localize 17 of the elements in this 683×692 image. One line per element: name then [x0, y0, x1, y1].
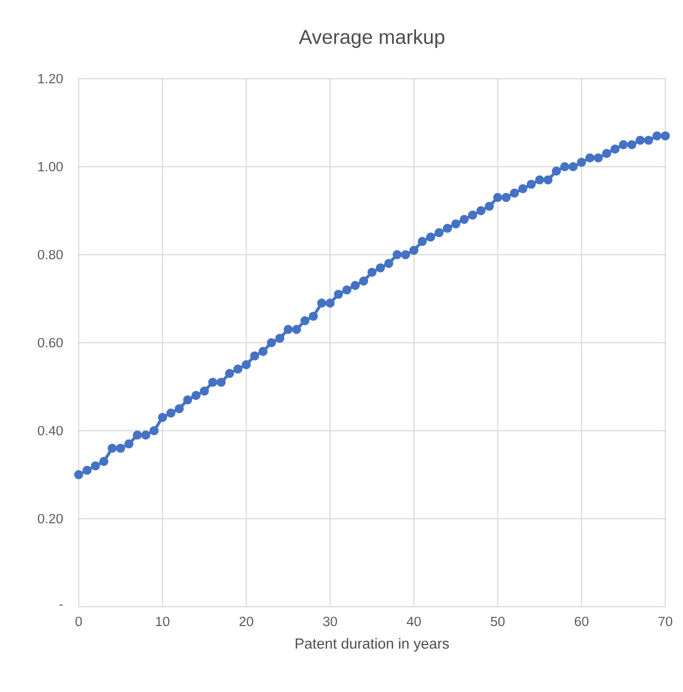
- x-tick-label: 70: [658, 616, 672, 626]
- x-tick-label: 20: [240, 616, 254, 626]
- x-tick-label: 60: [574, 616, 588, 626]
- x-tick-label: 0: [75, 616, 82, 626]
- y-tick-label: 0.20: [38, 514, 63, 524]
- y-tick-label: 0.80: [38, 250, 63, 260]
- x-axis-title: Patent duration in years: [296, 638, 449, 652]
- x-tick-label: 10: [156, 616, 170, 626]
- chart-title: Average markup: [298, 29, 444, 48]
- x-tick-label: 30: [323, 616, 337, 626]
- y-tick-label: 1.00: [38, 162, 63, 172]
- x-tick-label: 50: [490, 616, 505, 626]
- y-tick-label: -: [59, 604, 63, 606]
- y-tick-label: 0.40: [38, 426, 63, 436]
- y-tick-label: 1.20: [38, 74, 63, 84]
- x-tick-label: 40: [406, 616, 421, 626]
- y-tick-label: 0.60: [38, 338, 63, 348]
